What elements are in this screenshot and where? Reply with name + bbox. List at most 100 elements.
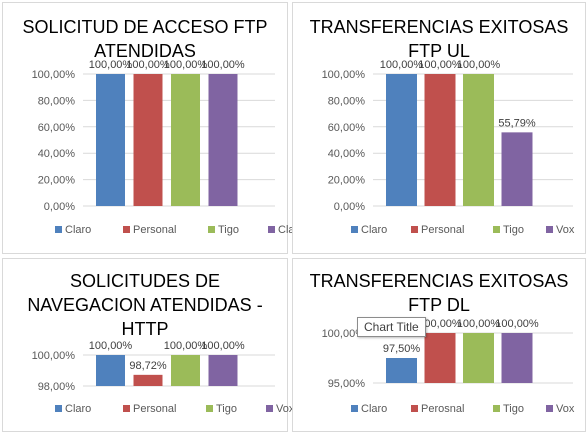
y-tick-label: 80,00% xyxy=(328,95,366,107)
bar xyxy=(463,333,494,383)
data-label: 100,00% xyxy=(126,59,170,71)
chart-title-line: HTTP xyxy=(121,319,169,339)
legend-swatch xyxy=(411,226,418,233)
legend-swatch xyxy=(546,226,553,233)
data-label: 98,72% xyxy=(129,360,167,372)
legend-swatch xyxy=(208,226,215,233)
bar xyxy=(96,74,125,206)
chart-panel-ftp-ul: TRANSFERENCIAS EXITOSAS FTP UL 0,00% 20,0… xyxy=(292,2,586,254)
legend-swatch xyxy=(351,405,358,412)
legend-label: Vox xyxy=(276,403,295,415)
bar-chart: 98,00%100,00%100,00%98,72%100,00%100,00%… xyxy=(32,340,295,415)
data-label: 55,79% xyxy=(498,117,536,129)
data-label: 100,00% xyxy=(457,59,501,71)
y-tick-label: 100,00% xyxy=(32,350,76,362)
chart-title-line: FTP DL xyxy=(408,295,470,315)
legend-swatch xyxy=(266,405,273,412)
bar xyxy=(96,355,125,386)
legend-swatch xyxy=(123,226,130,233)
chart-title-tooltip: Chart Title xyxy=(357,317,426,337)
legend-label: Perosnal xyxy=(421,403,464,415)
y-tick-label: 20,00% xyxy=(38,175,76,187)
chart-title-line: NAVEGACION ATENDIDAS - xyxy=(27,295,263,315)
bar xyxy=(424,333,456,383)
bar xyxy=(463,74,494,206)
chart-title-line: SOLICITUD DE ACCESO FTP xyxy=(22,17,268,37)
y-tick-label: 95,00% xyxy=(328,378,366,390)
data-label: 100,00% xyxy=(89,59,133,71)
bar-chart: 0,00%20,00%40,00%60,00%80,00%100,00%100,… xyxy=(32,59,305,236)
data-label: 100,00% xyxy=(457,318,501,330)
y-tick-label: 0,00% xyxy=(44,201,75,213)
y-tick-label: 40,00% xyxy=(328,148,366,160)
legend-swatch xyxy=(55,405,62,412)
data-label: 100,00% xyxy=(201,340,245,352)
y-tick-label: 60,00% xyxy=(328,122,366,134)
legend-label: Claro xyxy=(65,224,91,236)
bar-chart: 95,00%100,00%97,50%100,00%100,00%100,00%… xyxy=(322,318,575,415)
legend-label: Personal xyxy=(421,224,464,236)
legend-label: Tigo xyxy=(503,403,524,415)
legend-label: Claro xyxy=(65,403,91,415)
y-tick-label: 40,00% xyxy=(38,148,76,160)
chart-title: TRANSFERENCIAS EXITOSAS FTP UL xyxy=(293,15,585,63)
legend-label: Claro xyxy=(361,224,387,236)
legend-label: Tigo xyxy=(503,224,524,236)
chart-panel-ftp-dl: TRANSFERENCIAS EXITOSAS FTP DL 95,00% 100… xyxy=(292,258,586,432)
legend-label: Tigo xyxy=(218,224,239,236)
bar xyxy=(171,355,200,386)
chart-title: SOLICITUDES DE NAVEGACION ATENDIDAS - HT… xyxy=(3,269,287,341)
bar xyxy=(501,333,533,383)
legend-swatch xyxy=(351,226,358,233)
legend-label: Claro xyxy=(361,403,387,415)
y-tick-label: 0,00% xyxy=(334,201,365,213)
data-label: 97,50% xyxy=(383,343,421,355)
chart-title: SOLICITUD DE ACCESO FTP ATENDIDAS xyxy=(3,15,287,63)
bar xyxy=(424,74,456,206)
legend-label: Vox xyxy=(556,403,575,415)
y-tick-label: 100,00% xyxy=(32,69,76,81)
data-label: 100,00% xyxy=(164,59,208,71)
legend-label: Tigo xyxy=(216,403,237,415)
bar xyxy=(133,374,163,386)
legend-swatch xyxy=(206,405,213,412)
y-tick-label: 98,00% xyxy=(38,381,76,393)
chart-title-line: SOLICITUDES DE xyxy=(69,271,221,291)
data-label: 100,00% xyxy=(418,59,462,71)
bar xyxy=(386,358,417,383)
data-label: 100,00% xyxy=(418,318,462,330)
y-tick-label: 80,00% xyxy=(38,95,76,107)
chart-title-line: TRANSFERENCIAS EXITOSAS xyxy=(309,271,569,291)
chart-title-line: ATENDIDAS xyxy=(94,41,196,61)
legend-label: Vox xyxy=(556,224,575,236)
bar-chart: 0,00%20,00%40,00%60,00%80,00%100,00%100,… xyxy=(322,59,575,236)
bar xyxy=(386,74,417,206)
chart-title: TRANSFERENCIAS EXITOSAS FTP DL xyxy=(293,269,585,317)
data-label: 100,00% xyxy=(380,59,424,71)
data-label: 100,00% xyxy=(201,59,245,71)
legend-label: Personal xyxy=(133,224,176,236)
data-label: 100,00% xyxy=(164,340,208,352)
bar xyxy=(208,355,238,386)
chart-panel-http: SOLICITUDES DE NAVEGACION ATENDIDAS - HT… xyxy=(2,258,295,432)
y-tick-label: 100,00% xyxy=(322,328,366,340)
y-tick-label: 60,00% xyxy=(38,122,76,134)
bar xyxy=(501,132,533,206)
legend-swatch xyxy=(411,405,418,412)
legend-swatch xyxy=(493,226,500,233)
legend-label: Personal xyxy=(133,403,176,415)
y-tick-label: 20,00% xyxy=(328,175,366,187)
legend-swatch xyxy=(493,405,500,412)
legend-swatch xyxy=(546,405,553,412)
bar xyxy=(171,74,200,206)
chart-title-line: FTP UL xyxy=(408,41,470,61)
data-label: 100,00% xyxy=(495,318,539,330)
legend-swatch xyxy=(268,226,275,233)
legend-swatch xyxy=(123,405,130,412)
chart-title-line: TRANSFERENCIAS EXITOSAS xyxy=(309,17,569,37)
legend-swatch xyxy=(55,226,62,233)
data-label: 100,00% xyxy=(89,340,133,352)
y-tick-label: 100,00% xyxy=(322,69,366,81)
chart-panel-ftp-access: SOLICITUD DE ACCESO FTP ATENDIDAS 0,00% 2… xyxy=(2,2,305,254)
bar xyxy=(133,74,163,206)
